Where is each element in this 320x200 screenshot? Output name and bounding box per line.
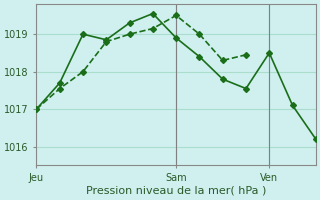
X-axis label: Pression niveau de la mer( hPa ): Pression niveau de la mer( hPa )	[86, 186, 266, 196]
